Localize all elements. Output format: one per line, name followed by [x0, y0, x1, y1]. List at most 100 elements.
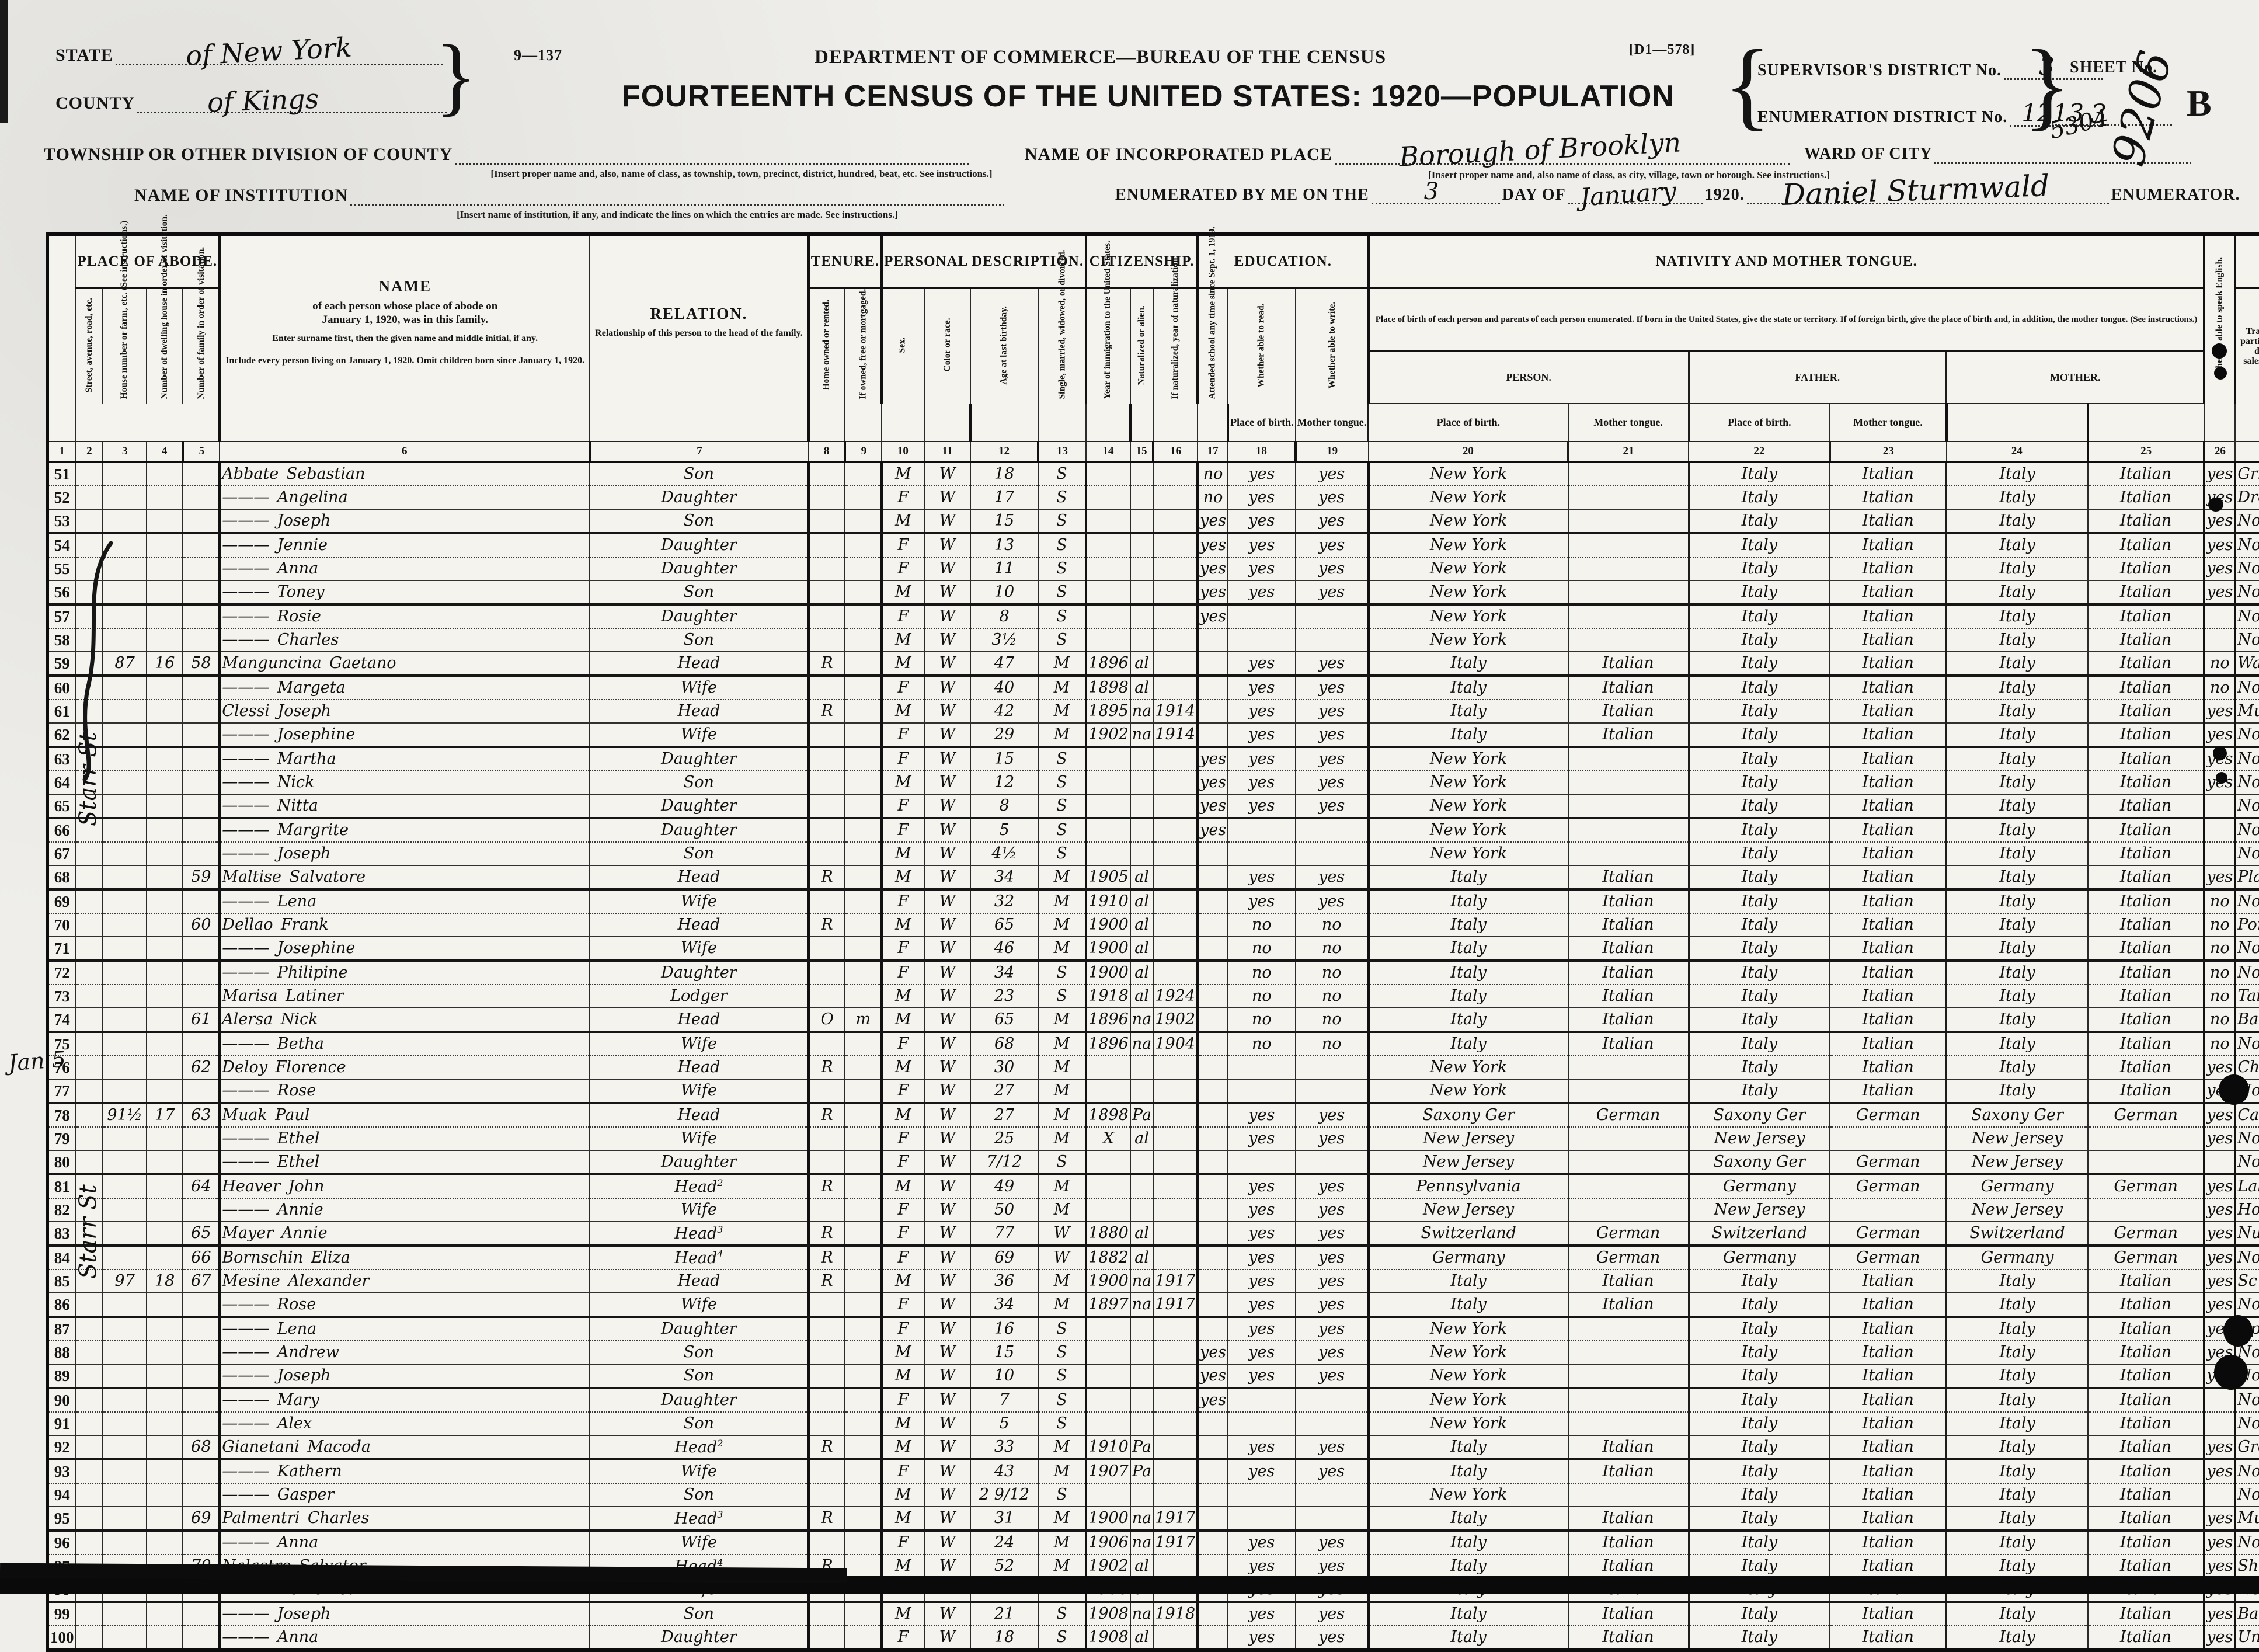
- cell-pb-86: Italy: [1367, 1293, 1568, 1318]
- enumeration-district-value: 1213: [2021, 99, 2084, 127]
- given-name: Ethel: [277, 1152, 320, 1171]
- cell-mb-55: Italy: [1945, 557, 2088, 581]
- cell-rel-78: Head: [589, 1103, 809, 1128]
- cell-t8-62: [844, 723, 882, 748]
- cell-rel-68: Head: [589, 865, 809, 891]
- cell-t8-81: [844, 1174, 882, 1199]
- cell-fm-63: [182, 747, 220, 771]
- census-row-85: 85 97 18 67 Mesine Alexander Head R M W 36 M 1900 na…: [47, 1270, 2259, 1293]
- column-number-5: 5: [182, 441, 220, 463]
- surname: ———: [222, 559, 277, 578]
- cell-ag-73: 23: [970, 985, 1038, 1008]
- cell-rel-84: Head4: [589, 1246, 809, 1270]
- cell-line-number-left-86: 86: [47, 1293, 76, 1318]
- cell-rel-56: Son: [589, 580, 809, 606]
- cell-rel-74: Head: [589, 1008, 809, 1033]
- cell-rd-80: [1227, 1150, 1296, 1175]
- cell-t7-87: [807, 1317, 845, 1341]
- cell-mb-89: Italy: [1945, 1364, 2088, 1389]
- cell-oc-76: Chauffer: [2234, 1056, 2259, 1080]
- ink-blob: [2219, 1074, 2249, 1105]
- cell-ag-94: 2 9/12: [970, 1483, 1038, 1507]
- cell-na-66: [1129, 818, 1154, 843]
- cell-rel-66: Daughter: [589, 818, 809, 843]
- census-table: PLACE OF ABODE. NAME of each person whos…: [46, 214, 2259, 1652]
- cell-na-80: [1129, 1150, 1154, 1175]
- cell-na-86: na: [1129, 1293, 1154, 1318]
- cell-pt-64: [1567, 771, 1689, 795]
- cell-fb-88: Italy: [1687, 1341, 1830, 1365]
- cell-ms-56: S: [1037, 580, 1087, 606]
- cell-wr-63: yes: [1294, 747, 1369, 771]
- cell-pb-72: Italy: [1367, 961, 1568, 985]
- cell-t7-53: [807, 509, 845, 534]
- cell-rd-66: [1227, 818, 1296, 843]
- census-row-77: 77 ——— Rose Wife F W 27 M New York Italy Italian I…: [47, 1079, 2259, 1104]
- cell-hn-56: [102, 580, 147, 606]
- cell-cr-88: W: [923, 1341, 971, 1365]
- cell-mt-95: Italian: [2087, 1507, 2205, 1532]
- cell-cr-55: W: [923, 557, 971, 581]
- cell-en-74: no: [2203, 1008, 2236, 1033]
- census-row-75: 75 ——— Betha Wife F W 68 M 1896 na 1904 no no Italy I…: [47, 1032, 2259, 1056]
- cell-wr-58: [1294, 628, 1369, 652]
- cell-pb-57: New York: [1367, 604, 1568, 629]
- cell-en-85: yes: [2203, 1270, 2236, 1293]
- cell-yi-65: [1085, 794, 1130, 819]
- cell-t8-95: [844, 1507, 882, 1532]
- cell-rel-87: Daughter: [589, 1317, 809, 1341]
- cell-name-94: ——— Gasper: [218, 1483, 590, 1507]
- cell-t8-63: [844, 747, 882, 771]
- cell-mb-96: Italy: [1945, 1531, 2088, 1555]
- cell-line-number-left-83: 83: [47, 1222, 76, 1247]
- cell-hn-90: [102, 1388, 147, 1413]
- cell-t7-100: [807, 1626, 845, 1651]
- cell-dw-76: [145, 1056, 183, 1080]
- cell-wr-93: yes: [1294, 1459, 1369, 1484]
- cell-t7-79: [807, 1127, 845, 1151]
- cell-mb-88: Italy: [1945, 1341, 2088, 1365]
- cell-wr-78: yes: [1294, 1103, 1369, 1128]
- cell-pt-82: [1567, 1198, 1689, 1222]
- cell-ag-74: 65: [970, 1008, 1038, 1033]
- col26-label: Trade, profession, or particular kind of…: [2234, 288, 2259, 404]
- cell-fm-60: [182, 676, 220, 700]
- cell-ft-71: Italian: [1829, 937, 1947, 962]
- cell-cr-70: W: [923, 913, 971, 937]
- cell-yn-96: 1917: [1153, 1531, 1198, 1555]
- cell-pb-52: New York: [1367, 486, 1568, 510]
- surname: Bornschin: [222, 1248, 311, 1267]
- cell-fm-79: [182, 1127, 220, 1151]
- cell-ms-94: S: [1037, 1483, 1087, 1507]
- cell-line-number-left-94: 94: [47, 1483, 76, 1507]
- cell-rd-93: yes: [1227, 1459, 1296, 1484]
- cell-t8-53: [844, 509, 882, 534]
- given-name: Florence: [275, 1058, 346, 1076]
- cell-mt-75: Italian: [2087, 1032, 2205, 1056]
- cell-fm-69: [182, 889, 220, 914]
- cell-na-83: al: [1129, 1222, 1154, 1247]
- surname: Alersa: [222, 1010, 281, 1028]
- cell-t7-62: [807, 723, 845, 748]
- cell-pt-76: [1567, 1056, 1689, 1080]
- cell-mb-62: Italy: [1945, 723, 2088, 748]
- cell-mb-56: Italy: [1945, 580, 2088, 606]
- cell-sc-81: [1196, 1174, 1228, 1199]
- cell-ft-53: Italian: [1829, 509, 1947, 534]
- cell-pt-55: [1567, 557, 1689, 581]
- incorporated-place-row: NAME OF INCORPORATED PLACE Borough of Br…: [1025, 126, 1790, 173]
- cell-ft-68: Italian: [1829, 865, 1947, 891]
- cell-st-79: [75, 1127, 103, 1151]
- cell-mt-53: Italian: [2087, 509, 2205, 534]
- column-number-12: 12: [970, 441, 1038, 463]
- cell-wr-72: no: [1294, 961, 1369, 985]
- given-name: Angelina: [277, 488, 348, 506]
- name-title: NAME: [378, 277, 431, 295]
- cell-fb-57: Italy: [1687, 604, 1830, 629]
- cell-ag-96: 24: [970, 1531, 1038, 1555]
- cell-ft-100: Italian: [1829, 1626, 1947, 1651]
- cell-yi-77: [1085, 1079, 1130, 1104]
- cell-dw-89: [145, 1364, 183, 1389]
- cell-oc-85: Sc: [2234, 1270, 2259, 1293]
